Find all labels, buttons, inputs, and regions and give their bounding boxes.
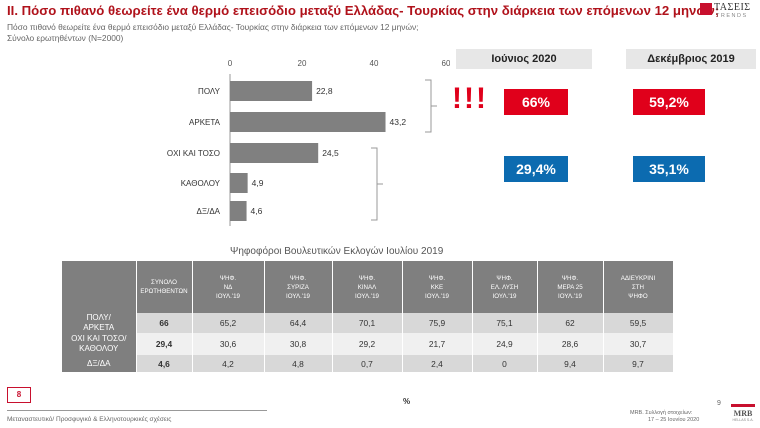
exclamation-marks: !!! xyxy=(452,82,488,115)
mrb-logo-subtitle: HELLAS S.A. xyxy=(732,418,754,422)
column-header: ΨΗΦ. ΣΥΡΙΖΑ ΙΟΥΛ.'19 xyxy=(264,261,333,313)
tasis-logo: ΤΑΣΕΙΣ TRENDS xyxy=(700,2,755,23)
voters-table: ΣΥΝΟΛΟ ΕΡΩΤΗΘΕΝΤΩΝ ΨΗΦ. ΝΔ ΙΟΥΛ.'19 ΨΗΦ. ΣΥΡ… xyxy=(62,261,674,372)
table-cell: 4,2 xyxy=(192,355,265,372)
category-label: ΔΞ/ΔΑ xyxy=(197,207,221,216)
question-text: Πόσο πιθανό θεωρείτε ένα θερμό επεισόδιο… xyxy=(7,22,419,32)
bar-value-label: 24,5 xyxy=(322,148,339,158)
row-label: ΠΟΛΥ/ΑΡΚΕΤΑ xyxy=(62,313,137,333)
table-cell: 9,4 xyxy=(537,355,604,372)
footer-divider xyxy=(7,410,267,411)
table-cell: 65,2 xyxy=(192,313,265,333)
column-header: ΣΥΝΟΛΟ ΕΡΩΤΗΘΕΝΤΩΝ xyxy=(136,261,193,313)
x-tick-label: 60 xyxy=(442,59,450,68)
table-row: ΟΧΙ ΚΑΙ ΤΟΣΟ/ΚΑΘΟΛΟΥ 29,4 30,6 30,8 29,2… xyxy=(62,333,674,355)
category-label: ΑΡΚΕΤΑ xyxy=(189,118,221,127)
table-cell: 2,4 xyxy=(402,355,473,372)
mrb-logo-bar-icon xyxy=(731,404,755,407)
row-label: ΟΧΙ ΚΑΙ ΤΟΣΟ/ΚΑΘΟΛΟΥ xyxy=(62,333,137,355)
december-unlikely-total: 35,1% xyxy=(633,156,705,182)
column-header: ΨΗΦ. ΕΛ. ΛΥΣΗ ΙΟΥΛ.'19 xyxy=(472,261,538,313)
table-cell: 4,8 xyxy=(264,355,333,372)
page-title: ΙΙ. Πόσο πιθανό θεωρείτε ένα θερμό επεισ… xyxy=(7,3,720,18)
june-2020-header: Ιούνιος 2020 xyxy=(456,49,592,69)
table-row: ΔΞ/ΔΑ 4,6 4,2 4,8 0,7 2,4 0 9,4 9,7 xyxy=(62,355,674,372)
table-cell: 30,6 xyxy=(192,333,265,355)
slide-number: 9 xyxy=(717,400,721,407)
page-indicator-box: 8 xyxy=(7,387,31,403)
bar xyxy=(230,173,248,193)
table-cell: 29,2 xyxy=(332,333,403,355)
column-header: ΨΗΦ. ΜΕΡΑ 25 ΙΟΥΛ.'19 xyxy=(537,261,604,313)
table-cell: 66 xyxy=(136,313,193,333)
table-cell: 59,5 xyxy=(603,313,674,333)
bar-value-label: 22,8 xyxy=(316,86,333,96)
june-unlikely-total: 29,4% xyxy=(504,156,568,182)
bar xyxy=(230,201,247,221)
category-label: ΠΟΛΥ xyxy=(198,87,221,96)
header-corner xyxy=(62,261,137,313)
logo-name: ΤΑΣΕΙΣ xyxy=(714,2,751,13)
table-cell: 0 xyxy=(472,355,538,372)
bar-chart: 0 20 40 60 ΠΟΛΥ 22,8 ΑΡΚΕΤΑ 43,2 ΟΧΙ ΚΑΙ ΤΟΣΟ 24,… xyxy=(167,59,450,226)
column-header: ΑΔΙΕΥΚΡΙΝΙ ΣΤΗ ΨΗΦΟ xyxy=(603,261,674,313)
column-header: ΨΗΦ. ΚΚΕ ΙΟΥΛ.'19 xyxy=(402,261,473,313)
row-label: ΔΞ/ΔΑ xyxy=(62,355,137,372)
bar xyxy=(230,112,386,132)
footer-source: MRB. Συλλογή στοιχείων: xyxy=(630,410,693,416)
category-label: ΟΧΙ ΚΑΙ ΤΟΣΟ xyxy=(167,149,220,158)
column-header: ΨΗΦ. ΚΙΝΑΛ ΙΟΥΛ.'19 xyxy=(332,261,403,313)
table-cell: 64,4 xyxy=(264,313,333,333)
footer-dates: 17 – 25 Ιουνίου 2020 xyxy=(648,417,700,423)
table-header-row: ΣΥΝΟΛΟ ΕΡΩΤΗΘΕΝΤΩΝ ΨΗΦ. ΝΔ ΙΟΥΛ.'19 ΨΗΦ. ΣΥΡ… xyxy=(62,261,674,313)
unlikely-group-bracket xyxy=(371,147,383,221)
december-2019-header: Δεκέμβριος 2019 xyxy=(626,49,756,69)
footer-section-title: Μεταναστευτικό/ Προσφυγικό & Ελληνοτουρκ… xyxy=(7,416,172,423)
table-title: Ψηφοφόροι Βουλευτικών Εκλογών Ιουλίου 20… xyxy=(230,246,444,257)
table-cell: 29,4 xyxy=(136,333,193,355)
logo-subtitle: TRENDS xyxy=(716,13,748,19)
logo-mark-icon xyxy=(700,3,712,15)
table-cell: 75,9 xyxy=(402,313,473,333)
bar-value-label: 43,2 xyxy=(390,117,407,127)
table-cell: 70,1 xyxy=(332,313,403,333)
x-tick-label: 0 xyxy=(228,59,233,68)
table-cell: 21,7 xyxy=(402,333,473,355)
column-header: ΨΗΦ. ΝΔ ΙΟΥΛ.'19 xyxy=(192,261,265,313)
x-tick-label: 20 xyxy=(298,59,307,68)
table-cell: 9,7 xyxy=(603,355,674,372)
june-likely-total: 66% xyxy=(504,89,568,115)
mrb-logo: MRB HELLAS S.A. xyxy=(731,404,755,424)
x-tick-label: 40 xyxy=(370,59,379,68)
table-cell: 0,7 xyxy=(332,355,403,372)
table-cell: 30,8 xyxy=(264,333,333,355)
bar-value-label: 4,9 xyxy=(252,178,264,188)
table-row: ΠΟΛΥ/ΑΡΚΕΤΑ 66 65,2 64,4 70,1 75,9 75,1 … xyxy=(62,313,674,333)
december-likely-total: 59,2% xyxy=(633,89,705,115)
unit-label: % xyxy=(403,397,411,406)
bar xyxy=(230,143,319,163)
likely-group-bracket xyxy=(425,79,437,133)
bar-value-label: 4,6 xyxy=(251,206,263,216)
table-cell: 24,9 xyxy=(472,333,538,355)
mrb-logo-text: MRB xyxy=(733,409,753,418)
table-cell: 75,1 xyxy=(472,313,538,333)
sample-base: Σύνολο ερωτηθέντων (Ν=2000) xyxy=(7,33,124,43)
table-cell: 62 xyxy=(537,313,604,333)
bar xyxy=(230,81,313,101)
category-label: ΚΑΘΟΛΟΥ xyxy=(181,179,221,188)
table-cell: 4,6 xyxy=(136,355,193,372)
table-cell: 28,6 xyxy=(537,333,604,355)
table-cell: 30,7 xyxy=(603,333,674,355)
